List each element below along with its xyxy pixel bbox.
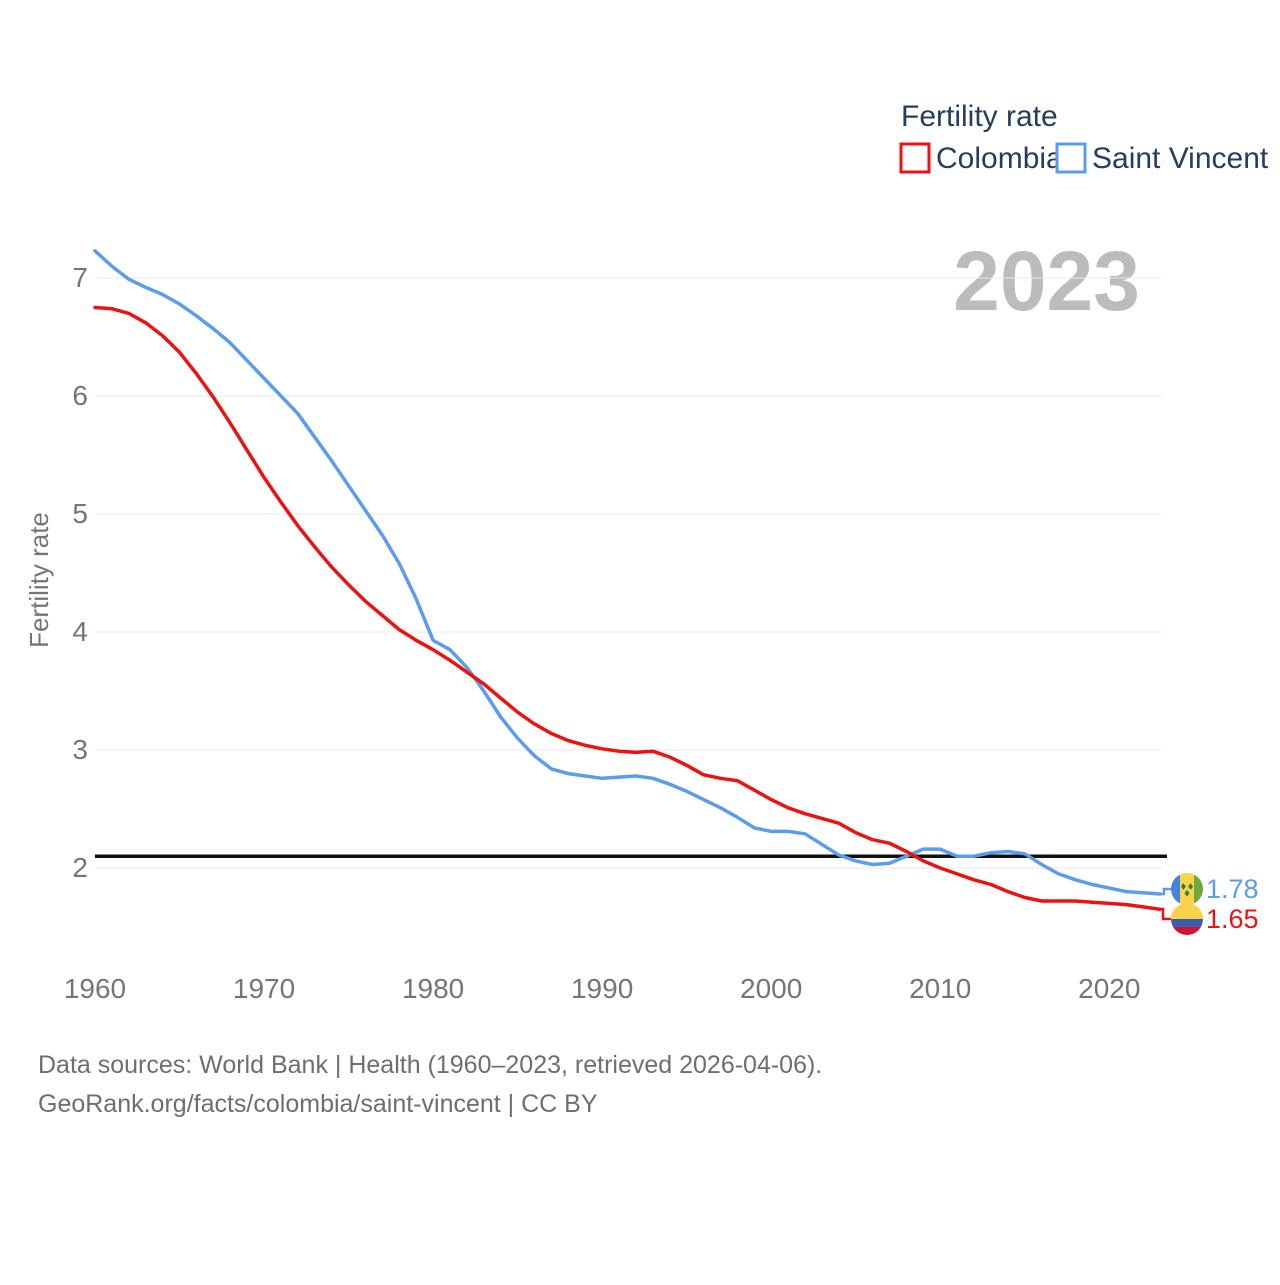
chart-legend: Fertility rate Colombia Saint Vincent <box>899 100 1269 175</box>
x-tick-label: 1970 <box>233 973 295 1004</box>
y-tick-label: 2 <box>72 852 88 883</box>
y-axis-ticks: 2 3 4 5 6 7 <box>72 262 88 883</box>
year-watermark: 2023 <box>953 234 1140 328</box>
x-tick-label: 2020 <box>1078 973 1140 1004</box>
gridlines <box>95 277 1162 869</box>
y-tick-label: 4 <box>72 616 88 647</box>
legend-item-colombia[interactable]: Colombia <box>899 142 1063 175</box>
colombia-end-connector <box>1160 907 1171 921</box>
x-tick-label: 2000 <box>740 973 802 1004</box>
colombia-swatch <box>899 142 931 174</box>
y-tick-label: 5 <box>72 498 88 529</box>
x-tick-label: 1990 <box>571 973 633 1004</box>
attribution-text: GeoRank.org/facts/colombia/saint-vincent… <box>38 1090 598 1118</box>
saint-vincent-end-value: 1.78 <box>1206 874 1259 904</box>
colombia-flag-icon <box>1171 903 1203 935</box>
x-axis-ticks: 1960 1970 1980 1990 2000 2010 2020 <box>64 973 1141 1004</box>
colombia-end-value: 1.65 <box>1206 904 1259 934</box>
x-tick-label: 1960 <box>64 973 126 1004</box>
legend-title: Fertility rate <box>901 100 1058 133</box>
y-tick-label: 6 <box>72 380 88 411</box>
legend-label-colombia: Colombia <box>936 142 1063 175</box>
saint-vincent-line[interactable] <box>93 249 1162 896</box>
saint-vincent-swatch <box>1055 142 1087 174</box>
saint-vincent-end-connector <box>1160 887 1171 896</box>
x-tick-label: 2010 <box>909 973 971 1004</box>
y-tick-label: 3 <box>72 734 88 765</box>
y-axis-title: Fertility rate <box>24 512 54 648</box>
colombia-line[interactable] <box>93 305 1162 912</box>
data-sources-text: Data sources: World Bank | Health (1960–… <box>38 1051 823 1079</box>
x-tick-label: 1980 <box>402 973 464 1004</box>
legend-label-saint-vincent: Saint Vincent <box>1092 142 1269 175</box>
saint-vincent-flag-icon <box>1171 873 1203 905</box>
chart-footer: Data sources: World Bank | Health (1960–… <box>38 1046 822 1124</box>
legend-item-saint-vincent[interactable]: Saint Vincent <box>1055 142 1269 175</box>
y-tick-label: 7 <box>72 262 88 293</box>
